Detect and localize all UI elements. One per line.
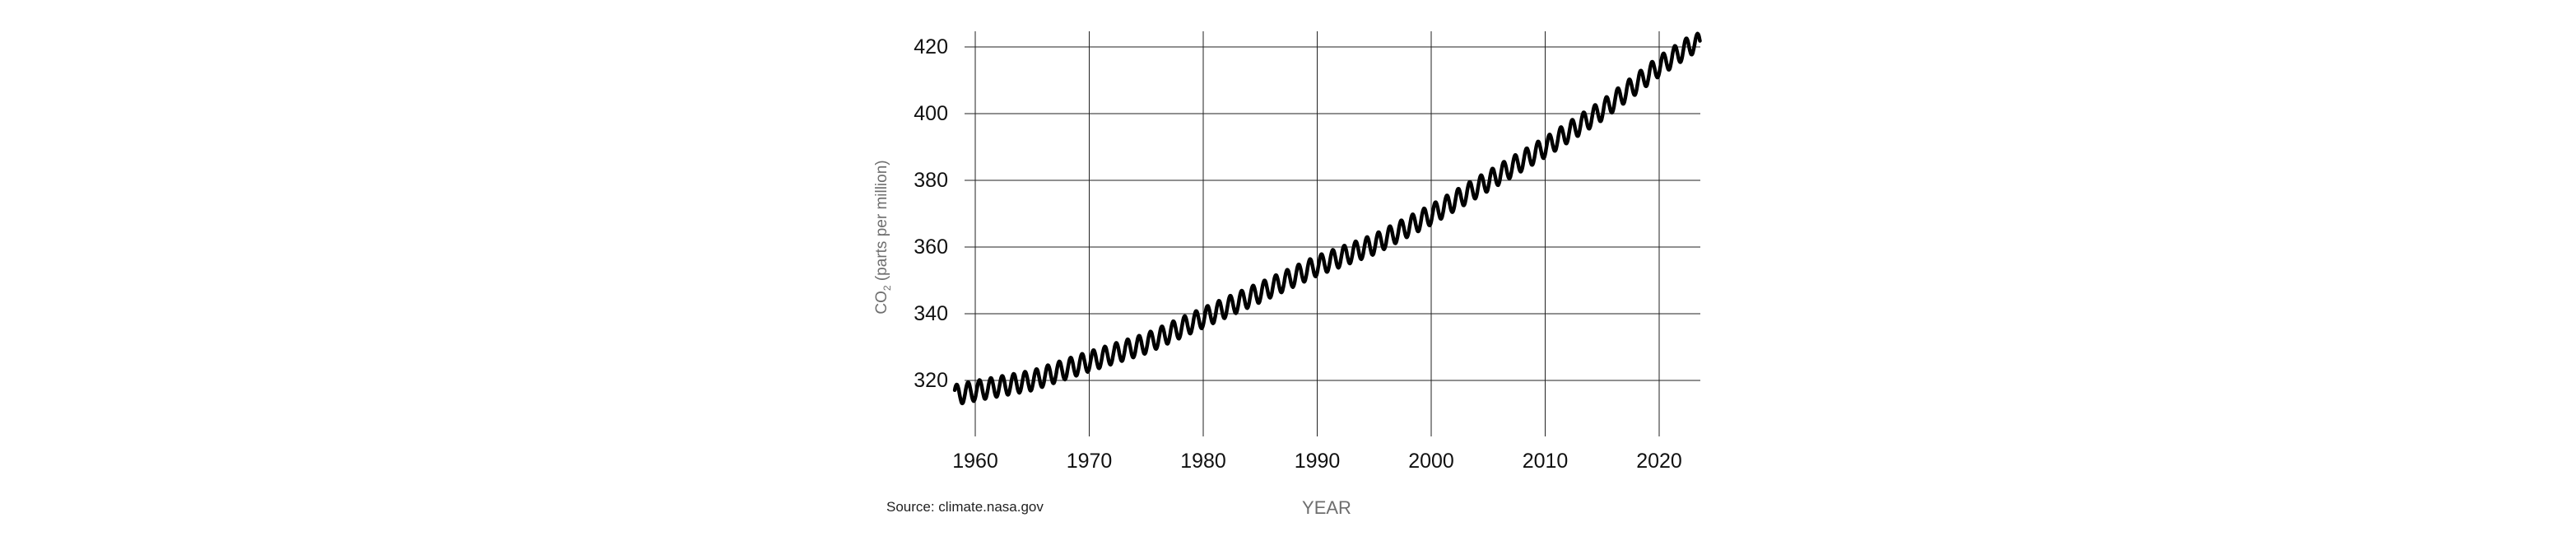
x-tick-label-1960: 1960 bbox=[952, 450, 998, 473]
co2-series-line bbox=[952, 31, 1702, 406]
y-axis-label-main: CO bbox=[873, 291, 890, 315]
y-tick-label-420: 420 bbox=[914, 35, 948, 58]
grid bbox=[965, 31, 1700, 436]
source-note: Source: climate.nasa.gov bbox=[886, 499, 1044, 515]
x-tick-label-1990: 1990 bbox=[1295, 450, 1341, 473]
y-tick-label-380: 380 bbox=[914, 169, 948, 192]
x-tick-label-2020: 2020 bbox=[1636, 450, 1682, 473]
y-tick-label-400: 400 bbox=[914, 102, 948, 125]
x-tick-label-1980: 1980 bbox=[1180, 450, 1226, 473]
x-tick-label-1970: 1970 bbox=[1067, 450, 1113, 473]
y-axis-label-subscript: 2 bbox=[881, 285, 893, 291]
x-axis-label: YEAR bbox=[1302, 497, 1351, 518]
x-tick-label-2010: 2010 bbox=[1523, 450, 1569, 473]
series-layer bbox=[952, 31, 1702, 406]
y-tick-label-320: 320 bbox=[914, 369, 948, 392]
x-tick-label-2000: 2000 bbox=[1408, 450, 1454, 473]
y-tick-label-360: 360 bbox=[914, 236, 948, 259]
y-axis-label: CO2 (parts per million) bbox=[873, 160, 893, 314]
tick-labels: 320 340 360 380 400 420 1960 1970 1980 1990 2000 20… bbox=[914, 35, 1682, 473]
y-tick-label-340: 340 bbox=[914, 302, 948, 325]
y-axis-label-rest: (parts per million) bbox=[873, 160, 890, 285]
